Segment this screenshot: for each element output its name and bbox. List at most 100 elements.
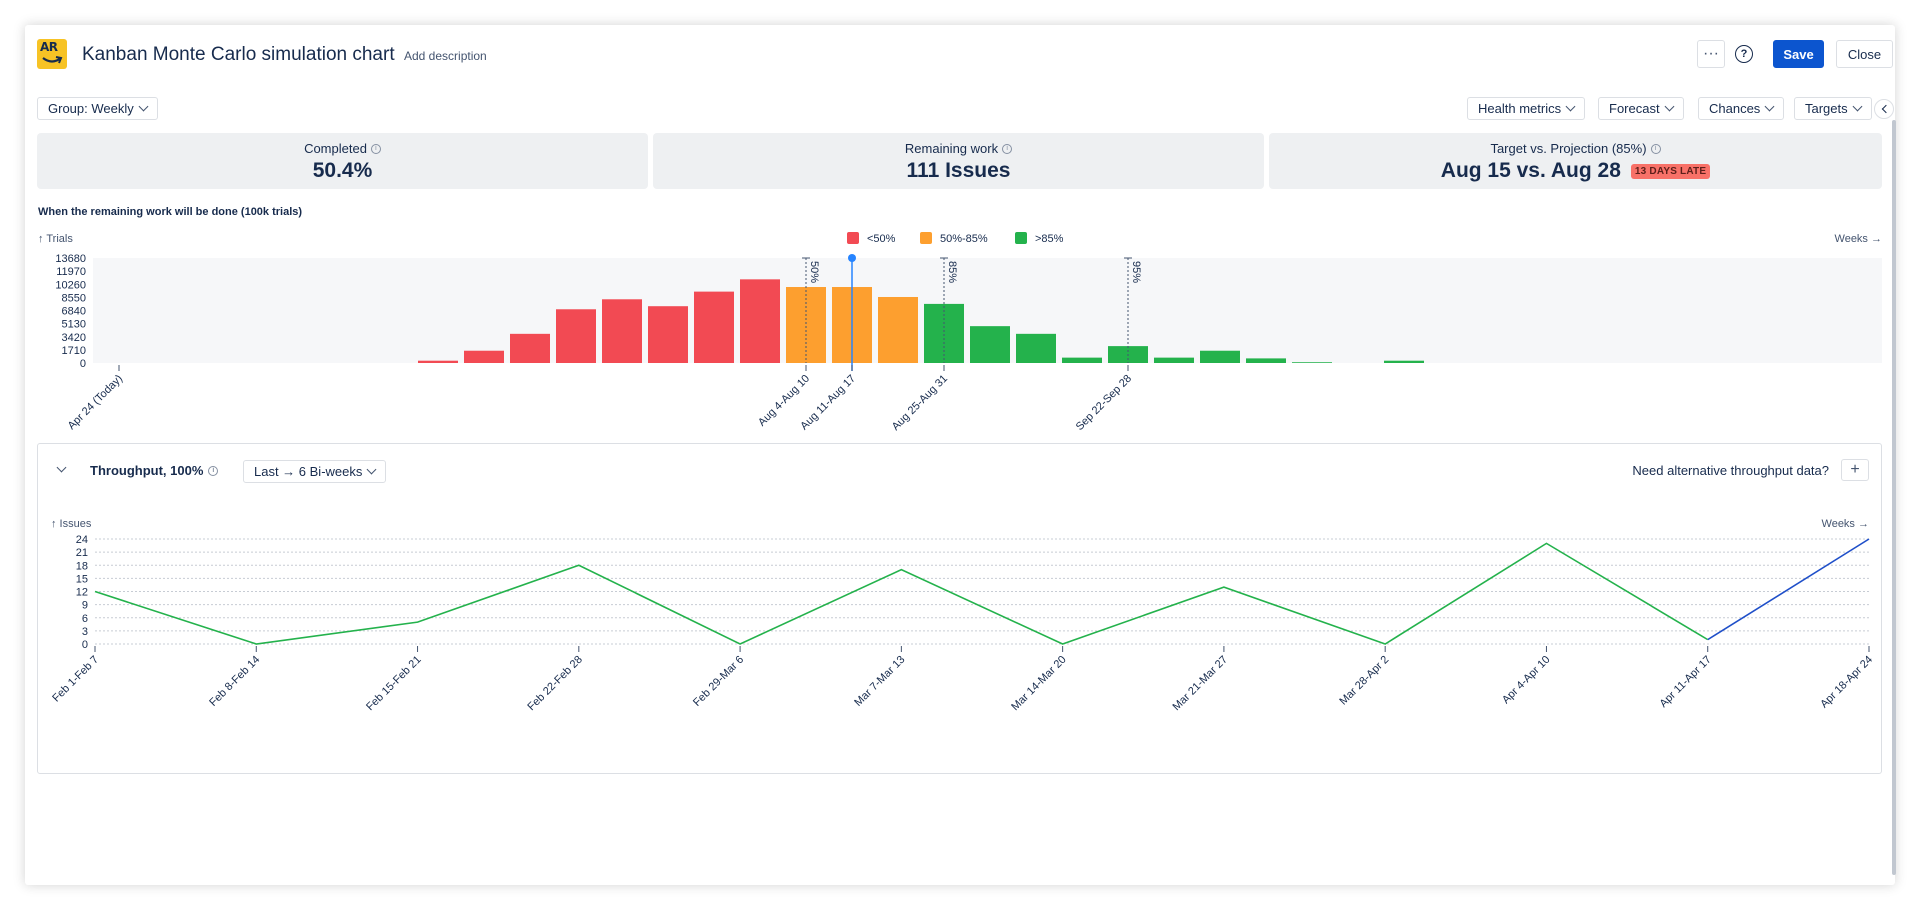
group-dropdown[interactable]: Group: Weekly xyxy=(37,97,158,120)
y-tick-label: 10260 xyxy=(55,279,86,291)
histogram-bar xyxy=(1016,333,1056,363)
y-tick-label: 6840 xyxy=(62,306,86,318)
data-point xyxy=(578,564,580,566)
info-icon[interactable]: i xyxy=(370,143,381,154)
x-tick-label: Sep 22-Sep 28 xyxy=(1074,373,1134,433)
histogram-bar xyxy=(510,333,550,363)
chevron-down-icon xyxy=(366,464,377,475)
histogram-bar xyxy=(1384,360,1424,363)
alternative-throughput-text: Need alternative throughput data? xyxy=(1632,463,1829,478)
add-throughput-button[interactable]: + xyxy=(1841,459,1869,481)
add-description-link[interactable]: Add description xyxy=(404,49,487,63)
x-tick-label: Apr 11-Apr 17 xyxy=(1658,654,1714,710)
histogram-caption: When the remaining work will be done (10… xyxy=(38,206,303,218)
forecast-dropdown[interactable]: Forecast xyxy=(1598,97,1684,120)
health-metrics-dropdown[interactable]: Health metrics xyxy=(1467,97,1586,120)
histogram-bar xyxy=(556,309,596,363)
y-tick-label: 18 xyxy=(76,560,88,572)
histogram-bar xyxy=(1246,358,1286,363)
x-axis-label: Weeks → xyxy=(1835,233,1882,245)
percentile-marker-label: 95% xyxy=(1130,261,1142,283)
y-tick-label: 1710 xyxy=(62,345,86,357)
forecast-label: Forecast xyxy=(1609,101,1660,116)
chances-label: Chances xyxy=(1709,101,1761,116)
data-point xyxy=(739,643,741,645)
help-icon: ? xyxy=(1735,45,1753,63)
collapse-sidebar-button[interactable] xyxy=(1874,99,1894,119)
histogram-bar xyxy=(602,299,642,363)
histogram-bar xyxy=(970,326,1010,363)
more-options-button[interactable]: ··· xyxy=(1697,40,1725,68)
legend-label: <50% xyxy=(867,233,896,245)
data-point xyxy=(416,621,418,623)
histogram-bar xyxy=(694,291,734,363)
help-button[interactable]: ? xyxy=(1730,40,1758,68)
x-tick-label: Aug 25-Aug 31 xyxy=(890,373,950,433)
y-axis-label: ↑ Trials xyxy=(38,233,73,245)
x-tick-label: Apr 18-Apr 24 xyxy=(1818,654,1875,711)
y-tick-label: 8550 xyxy=(62,292,86,304)
close-button[interactable]: Close xyxy=(1836,40,1893,68)
info-icon[interactable]: i xyxy=(1002,143,1013,154)
y-tick-label: 15 xyxy=(76,573,88,585)
throughput-current-segment xyxy=(1707,538,1870,641)
histogram-bar xyxy=(740,279,780,363)
info-icon[interactable]: i xyxy=(208,465,219,476)
throughput-panel: Throughput, 100% i Last → 6 Bi-weeks Need… xyxy=(37,443,1882,774)
y-tick-label: 13680 xyxy=(55,253,86,265)
x-tick-label: Mar 7-Mar 13 xyxy=(852,654,907,709)
chevron-down-icon[interactable] xyxy=(56,462,67,473)
histogram-bar xyxy=(648,306,688,363)
remaining-work-value: 111 Issues xyxy=(906,159,1011,182)
histogram-bar xyxy=(1154,357,1194,363)
y-tick-label: 0 xyxy=(82,639,88,651)
legend-swatch xyxy=(847,232,859,244)
target-projection-value: Aug 15 vs. Aug 28 xyxy=(1440,159,1621,182)
histogram-bar xyxy=(1062,357,1102,363)
completed-stat: Completed i 50.4% xyxy=(37,133,648,189)
modal-dialog: AR Kanban Monte Carlo simulation chart A… xyxy=(25,25,1897,885)
x-tick-label: Feb 8-Feb 14 xyxy=(207,654,262,709)
chances-dropdown[interactable]: Chances xyxy=(1698,97,1785,120)
legend-label: 50%-85% xyxy=(940,233,988,245)
remaining-work-stat: Remaining work i 111 Issues xyxy=(653,133,1264,189)
x-axis-label: Weeks → xyxy=(1822,518,1869,530)
app-logo: AR xyxy=(37,39,67,69)
throughput-header: Throughput, 100% i Last → 6 Bi-weeks Need… xyxy=(38,444,1881,492)
targets-dropdown[interactable]: Targets xyxy=(1794,97,1872,120)
throughput-range-dropdown[interactable]: Last → 6 Bi-weeks xyxy=(243,460,387,483)
histogram-bar xyxy=(1292,362,1332,363)
y-tick-label: 0 xyxy=(80,358,86,370)
histogram-bar xyxy=(924,303,964,363)
throughput-range-label: Last → 6 Bi-weeks xyxy=(254,464,363,479)
info-icon[interactable]: i xyxy=(1650,143,1661,154)
x-tick-label: Mar 21-Mar 27 xyxy=(1171,654,1230,713)
completed-label: Completed xyxy=(304,141,367,156)
target-marker-dot xyxy=(848,254,856,262)
status-badge: 13 DAYS LATE xyxy=(1630,163,1711,179)
data-point xyxy=(1545,542,1547,544)
percentile-marker-label: 85% xyxy=(946,261,958,283)
health-metrics-label: Health metrics xyxy=(1478,101,1562,116)
x-tick-label: Feb 15-Feb 21 xyxy=(364,654,424,714)
y-tick-label: 6 xyxy=(82,613,88,625)
scrollbar[interactable] xyxy=(1892,120,1896,875)
data-point xyxy=(255,643,257,645)
page-title: Kanban Monte Carlo simulation chart xyxy=(82,44,395,65)
percentile-marker-label: 50% xyxy=(808,261,820,283)
y-tick-label: 5130 xyxy=(62,319,86,331)
histogram-bar xyxy=(878,296,918,363)
data-point xyxy=(1707,638,1709,640)
toolbar: Group: Weekly Health metrics Forecast Ch… xyxy=(37,97,1897,121)
data-point xyxy=(1061,643,1063,645)
legend-swatch xyxy=(1015,232,1027,244)
group-dropdown-label: Group: Weekly xyxy=(48,101,134,116)
target-projection-stat: Target vs. Projection (85%) i Aug 15 vs. … xyxy=(1269,133,1882,189)
logo-text: AR xyxy=(40,40,58,54)
throughput-title: Throughput, 100% xyxy=(90,463,204,478)
y-tick-label: 21 xyxy=(76,547,88,559)
x-tick-label: Apr 24 (Today) xyxy=(66,373,126,433)
save-button[interactable]: Save xyxy=(1773,40,1824,68)
legend-label: >85% xyxy=(1035,233,1064,245)
targets-label: Targets xyxy=(1805,101,1848,116)
